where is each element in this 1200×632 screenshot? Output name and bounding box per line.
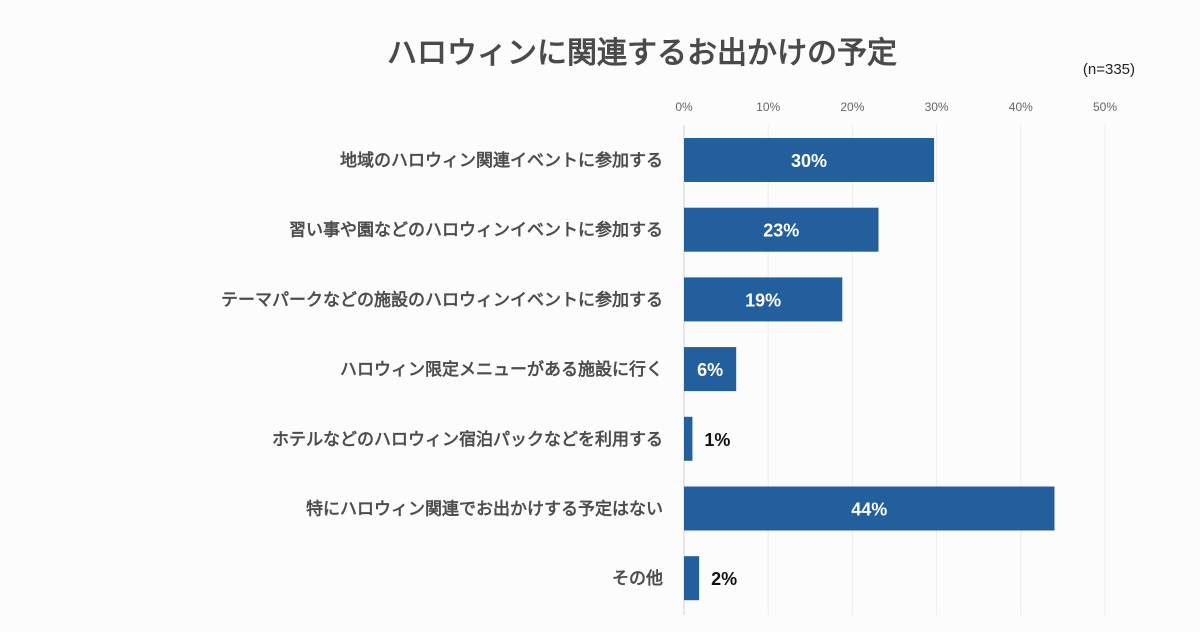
category-label: テーマパークなどの施設のハロウィンイベントに参加する (221, 289, 663, 310)
x-tick-label: 20% (840, 100, 864, 114)
x-tick-label: 50% (1093, 100, 1117, 114)
x-tick-label: 0% (675, 100, 693, 114)
bar (684, 556, 700, 601)
x-axis-ticks: 0% 10% 20% 30% 40% 50% (675, 100, 1117, 114)
grid-layer (683, 125, 1106, 615)
data-label: 44% (851, 500, 887, 520)
chart-title: ハロウィンに関連するお出かけの予定 (387, 36, 897, 71)
data-label: 23% (763, 221, 799, 241)
category-label: 特にハロウィン関連でお出かけする予定はない (306, 499, 663, 520)
x-tick-label: 30% (925, 100, 949, 114)
bar (684, 138, 935, 182)
data-label: 19% (745, 290, 781, 310)
data-label: 6% (697, 360, 723, 380)
category-labels: 地域のハロウィン関連イベントに参加する習い事や園などのハロウィンイベントに参加す… (221, 150, 663, 589)
category-label: ホテルなどのハロウィン宿泊パックなどを利用する (272, 429, 663, 450)
category-label: 習い事や園などのハロウィンイベントに参加する (289, 220, 663, 241)
x-tick-label: 40% (1009, 100, 1033, 114)
category-label: 地域のハロウィン関連イベントに参加する (340, 150, 663, 171)
data-label: 30% (791, 151, 827, 171)
sample-size-note: (n=335) (1083, 61, 1135, 78)
category-label: ハロウィン限定メニューがある施設に行く (340, 359, 663, 380)
category-label: その他 (612, 568, 663, 589)
bar (684, 347, 737, 392)
bar (684, 277, 843, 322)
data-label: 2% (711, 569, 737, 589)
bar (684, 486, 1055, 531)
value-labels: 30% 23% 19% 6% 1% 44% 2% (697, 151, 887, 589)
bar (684, 207, 879, 252)
bars (684, 138, 1055, 601)
bar (684, 416, 693, 461)
data-label: 1% (704, 430, 730, 450)
x-tick-label: 10% (756, 100, 780, 114)
